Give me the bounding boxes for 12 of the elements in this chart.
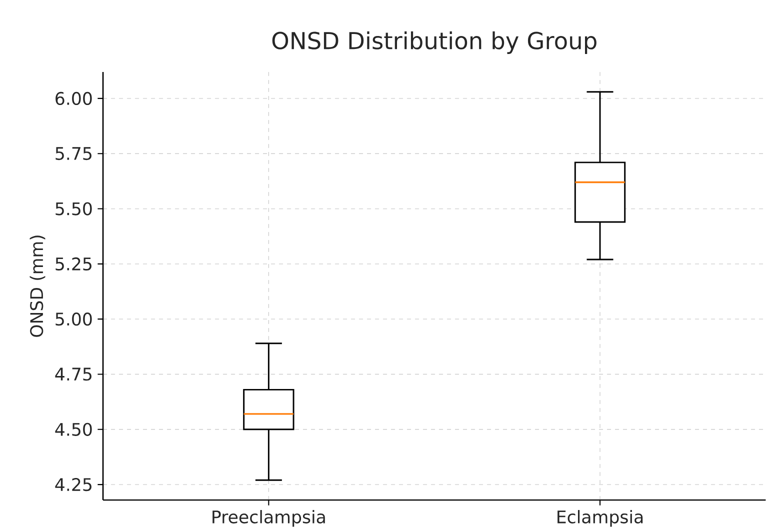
y-axis-title: ONSD (mm) <box>30 236 46 337</box>
y-tick-label: 4.25 <box>55 478 92 492</box>
y-tick-label: 6.00 <box>56 92 92 106</box>
y-tick-label: 4.75 <box>55 368 92 381</box>
chart-title: ONSD Distribution by Group <box>272 31 596 54</box>
y-tick-label: 5.25 <box>56 257 92 270</box>
y-tick-label: 4.50 <box>55 422 92 436</box>
x-tick-label: Eclampsia <box>558 510 643 527</box>
y-tick-label: 5.75 <box>56 147 92 160</box>
y-tick-label: 5.50 <box>56 202 92 216</box>
y-tick-label: 5.00 <box>56 312 92 326</box>
x-tick-label: Preeclampsia <box>212 510 325 527</box>
